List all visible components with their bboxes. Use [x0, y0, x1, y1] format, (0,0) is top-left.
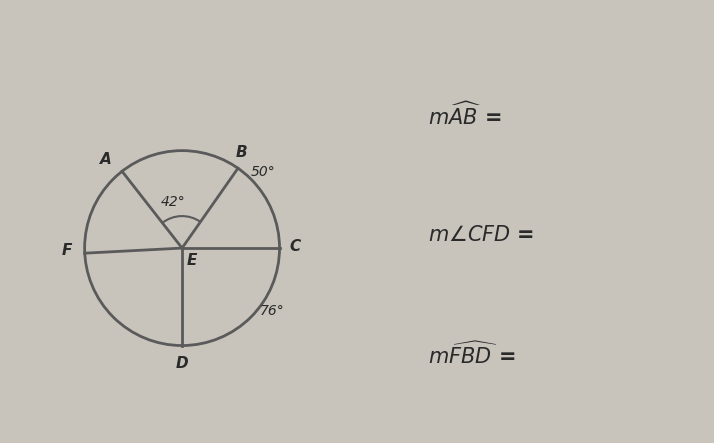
Text: A: A: [100, 152, 112, 167]
Text: C: C: [290, 239, 301, 253]
Text: 50°: 50°: [251, 165, 276, 179]
Text: D: D: [176, 356, 188, 371]
Text: 76°: 76°: [259, 304, 284, 318]
Text: 42°: 42°: [161, 195, 186, 209]
Text: F: F: [61, 243, 72, 258]
Text: $m\angle CFD$ =: $m\angle CFD$ =: [428, 225, 535, 245]
Text: B: B: [236, 145, 248, 160]
Text: $m\widehat{FBD}$ =: $m\widehat{FBD}$ =: [428, 341, 516, 368]
Text: E: E: [187, 253, 197, 268]
Text: $m\widehat{AB}$ =: $m\widehat{AB}$ =: [428, 101, 502, 129]
